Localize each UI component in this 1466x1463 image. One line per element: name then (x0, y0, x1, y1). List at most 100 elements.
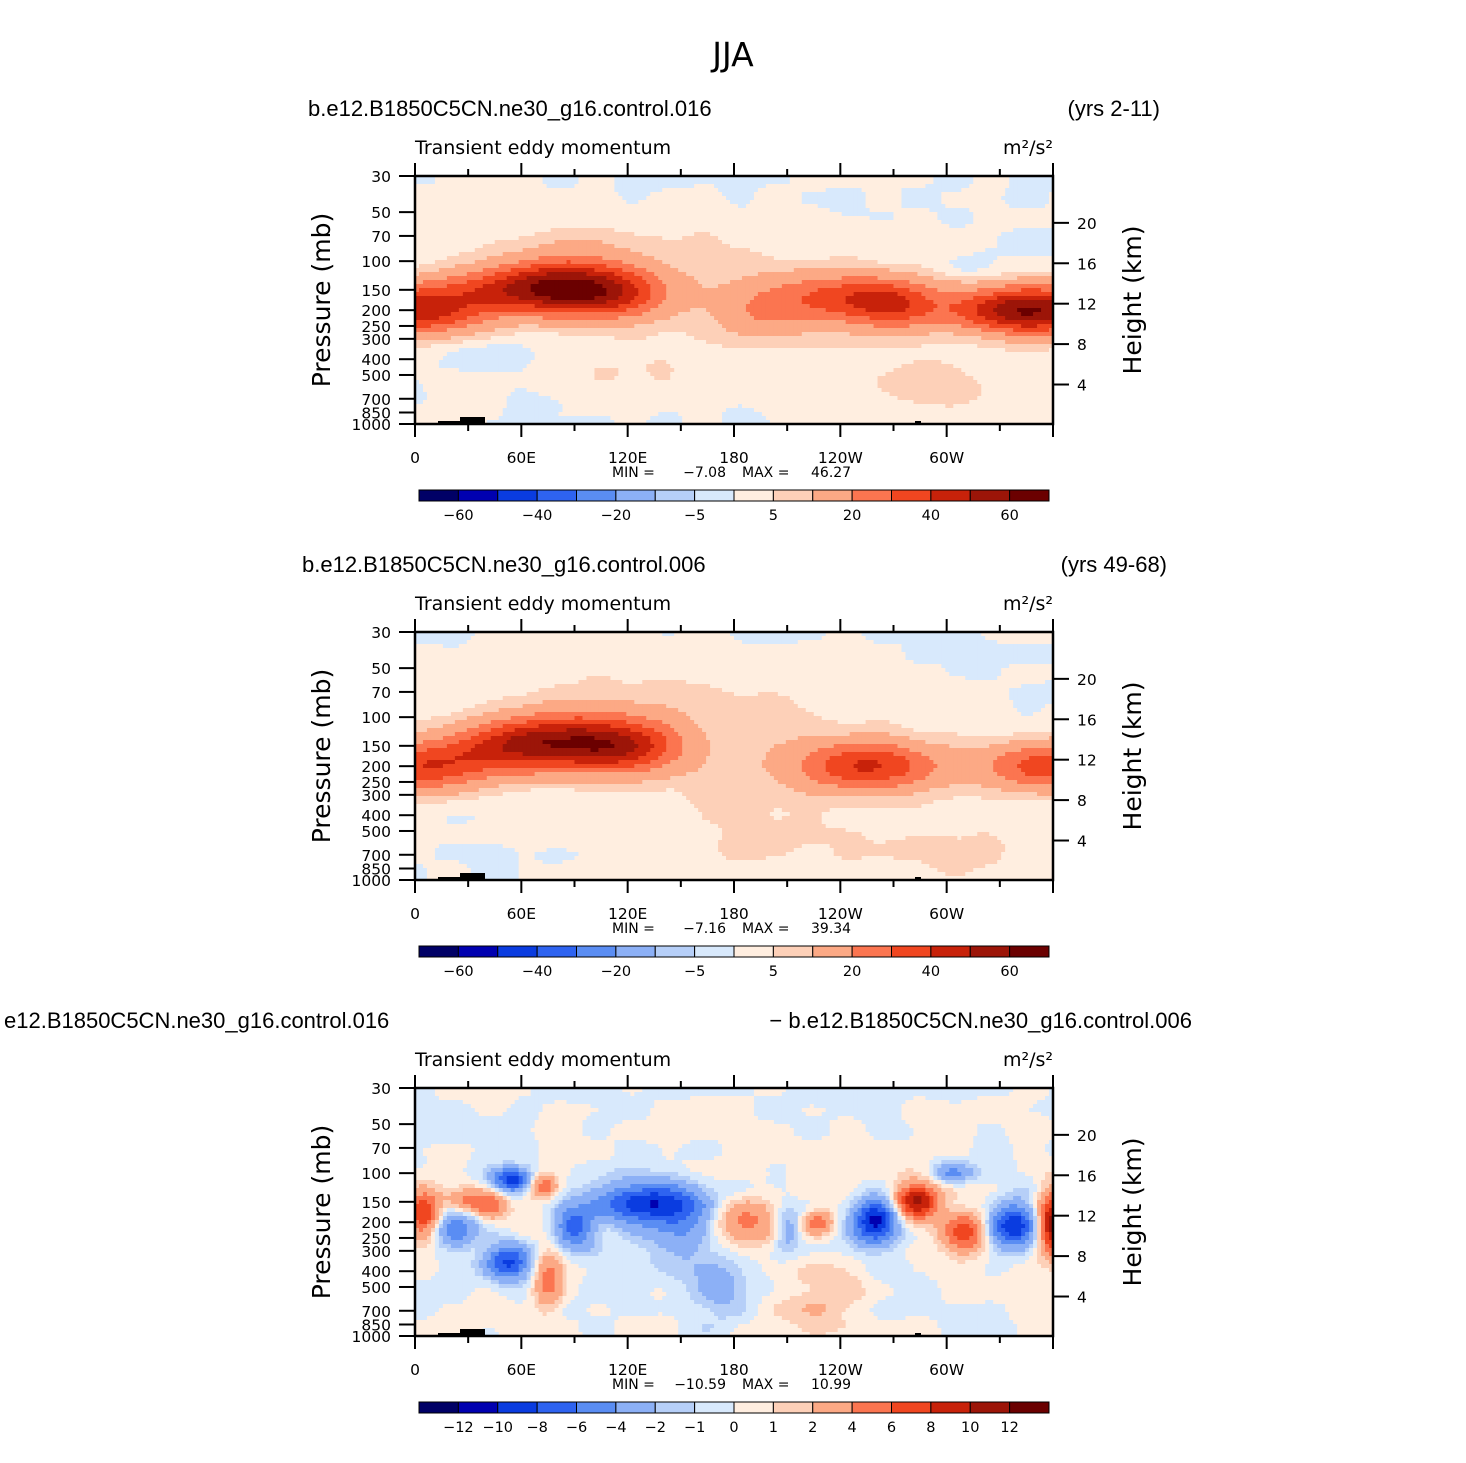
panel-title-right: (yrs 2-11) (1068, 96, 1161, 121)
contour-cell (882, 192, 887, 197)
contour-cell (726, 196, 731, 201)
contour-cell (507, 180, 512, 185)
contour-cell (949, 192, 954, 197)
contour-cell (730, 200, 735, 205)
contour-cell (870, 180, 875, 185)
contour-cell (555, 184, 560, 189)
contour-cell (702, 196, 707, 201)
contour-cell (786, 196, 791, 201)
contour-cell (1013, 196, 1018, 201)
contour-cell (495, 180, 500, 185)
contour-cell (547, 188, 552, 193)
contour-cell (1029, 200, 1034, 205)
contour-cell (479, 188, 484, 193)
contour-cell (451, 200, 456, 205)
contour-cell (858, 192, 863, 197)
contour-cell (586, 196, 591, 201)
contour-cell (702, 184, 707, 189)
contour-cell (894, 188, 899, 193)
contour-cell (806, 180, 811, 185)
contour-cell (866, 204, 871, 209)
contour-cell (678, 200, 683, 205)
contour-cell (598, 184, 603, 189)
contour-cell (1037, 184, 1042, 189)
contour-cell (961, 180, 966, 185)
contour-cell (602, 196, 607, 201)
contour-cell (455, 196, 460, 201)
contour-cell (874, 192, 879, 197)
contour-cell (917, 204, 922, 209)
contour-cell (507, 200, 512, 205)
contour-cell (818, 184, 823, 189)
contour-cell (499, 192, 504, 197)
contour-cell (949, 196, 954, 201)
contour-cell (977, 200, 982, 205)
contour-cell (989, 192, 994, 197)
contour-cell (650, 188, 655, 193)
contour-cell (802, 180, 807, 185)
contour-cell (487, 204, 492, 209)
contour-cell (1001, 196, 1006, 201)
contour-cell (894, 184, 899, 189)
contour-cell (646, 192, 651, 197)
contour-cell (754, 196, 759, 201)
contour-cell (738, 188, 743, 193)
contour-cell (523, 196, 528, 201)
contour-cell (690, 200, 695, 205)
contour-cell (854, 180, 859, 185)
contour-cell (582, 204, 587, 209)
contour-cell (654, 184, 659, 189)
contour-cell (674, 204, 679, 209)
contour-cell (758, 188, 763, 193)
contour-cell (957, 180, 962, 185)
contour-cell (933, 192, 938, 197)
contour-cell (523, 180, 528, 185)
contour-cell (945, 188, 950, 193)
contour-cell (463, 196, 468, 201)
contour-cell (463, 200, 468, 205)
contour-cell (905, 188, 910, 193)
contour-cell (586, 184, 591, 189)
contour-cell (830, 192, 835, 197)
contour-cell (539, 204, 544, 209)
contour-cell (602, 200, 607, 205)
contour-cell (602, 192, 607, 197)
contour-cell (714, 180, 719, 185)
contour-cell (941, 204, 946, 209)
contour-cell (774, 188, 779, 193)
contour-cell (618, 204, 623, 209)
contour-cell (814, 180, 819, 185)
contour-cell (551, 184, 556, 189)
contour-cell (483, 192, 488, 197)
contour-cell (658, 204, 663, 209)
contour-cell (1005, 196, 1010, 201)
contour-cell (423, 196, 428, 201)
contour-cell (913, 200, 918, 205)
contour-cell (1001, 188, 1006, 193)
contour-cell (638, 204, 643, 209)
contour-cell (794, 196, 799, 201)
contour-cell (451, 184, 456, 189)
contour-cell (698, 180, 703, 185)
contour-cell (1001, 204, 1006, 209)
contour-cell (523, 184, 528, 189)
contour-cell (523, 188, 528, 193)
contour-cell (622, 204, 627, 209)
contour-cell (447, 180, 452, 185)
contour-cell (822, 204, 827, 209)
contour-cell (690, 180, 695, 185)
contour-cell (1009, 188, 1014, 193)
contour-cell (499, 196, 504, 201)
contour-cell (594, 188, 599, 193)
contour-cell (738, 200, 743, 205)
contour-cell (774, 196, 779, 201)
contour-cell (866, 180, 871, 185)
contour-cell (535, 204, 540, 209)
contour-cell (874, 196, 879, 201)
contour-cell (870, 196, 875, 201)
contour-cell (1045, 204, 1050, 209)
contour-cell (886, 184, 891, 189)
contour-cell (822, 184, 827, 189)
contour-cell (626, 192, 631, 197)
contour-cell (826, 188, 831, 193)
